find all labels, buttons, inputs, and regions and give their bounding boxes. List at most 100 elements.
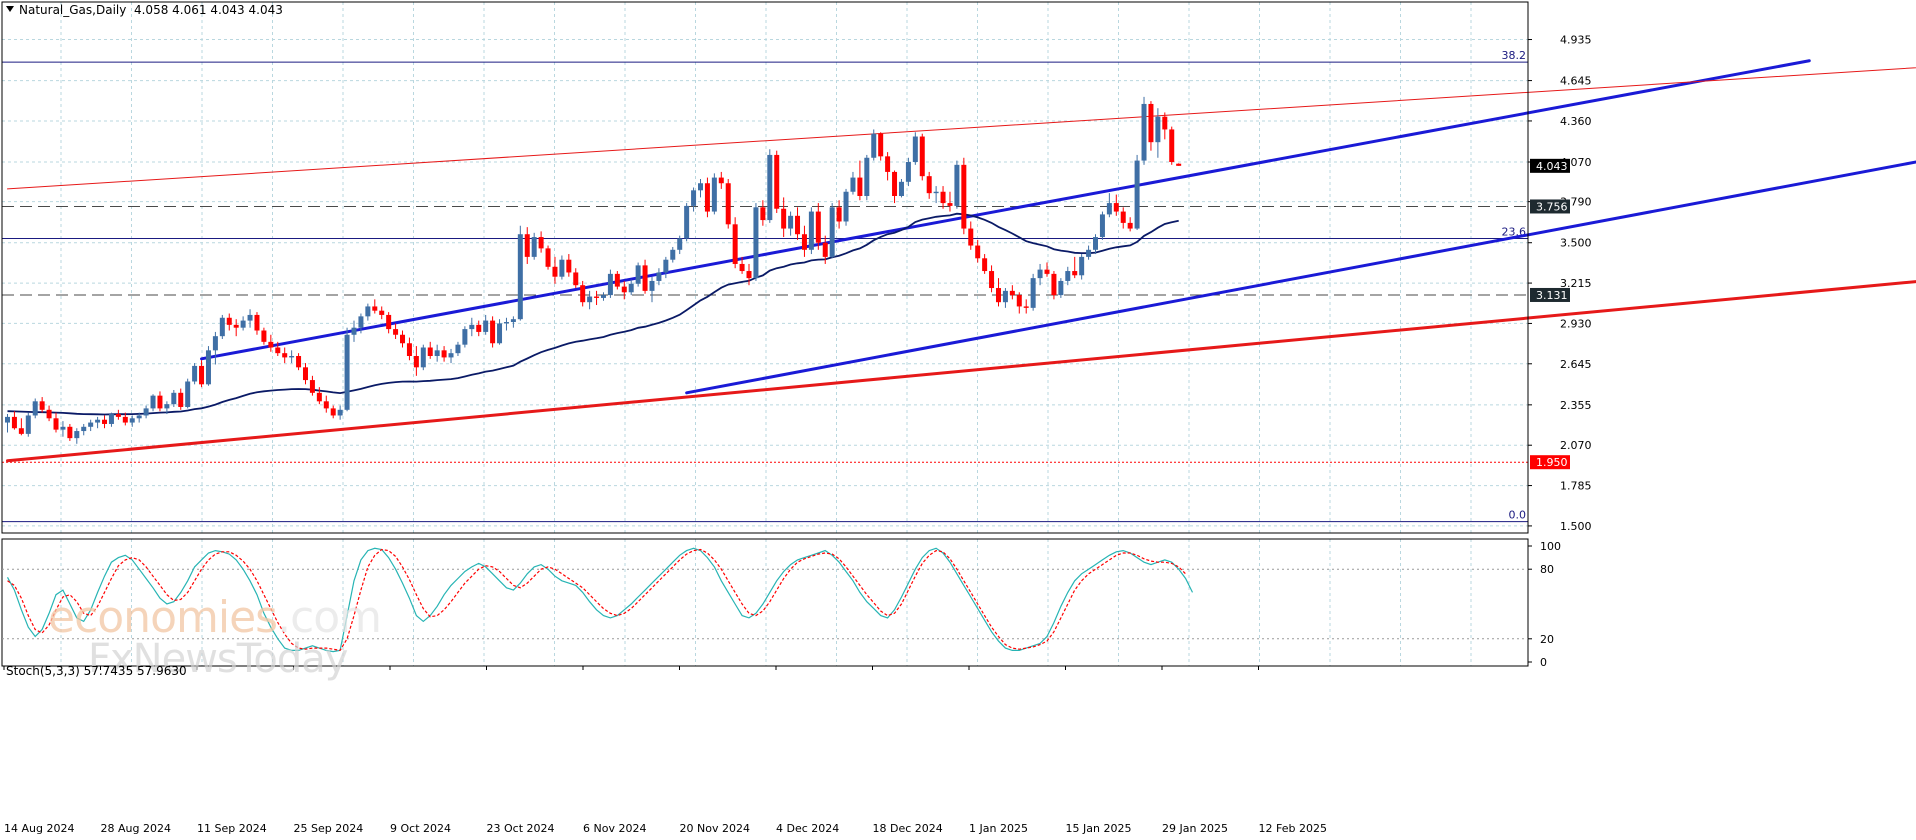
candle [358,313,364,334]
candle [282,347,288,364]
candle [74,428,80,444]
candle [32,398,38,419]
candle-body [850,177,856,192]
candle-body [725,183,731,225]
candle [400,330,406,348]
candle [497,319,503,345]
candle [933,186,939,204]
candle [441,346,447,362]
candle-body [226,317,232,325]
candle [753,203,759,281]
candle [808,207,814,255]
candle [39,397,45,413]
candle-body [150,395,156,409]
candle-body [1176,163,1182,166]
candle [801,225,807,257]
candle-body [795,215,801,235]
time-tick-label: 9 Oct 2024 [390,822,451,835]
candle-body [275,347,281,354]
candle [919,133,925,181]
price-axis: 4.9354.6454.3604.0703.7903.5003.2152.930… [1528,34,1592,533]
candle-body [843,191,849,222]
candle [60,421,66,437]
candle [129,415,135,427]
candle-body [74,431,80,439]
stoch-tick-label: 0 [1540,656,1547,669]
candle-body [192,365,198,382]
chart-header: Natural_Gas,Daily 4.058 4.061 4.043 4.04… [6,3,283,17]
candle-body [171,392,177,405]
candle [490,316,496,348]
price-tick-label: 1.785 [1560,480,1592,493]
candle [1148,101,1154,151]
candle [67,423,73,441]
candle-body [912,136,918,163]
stoch-plot-border [1,538,1529,667]
candle-body [1023,306,1029,308]
candle-body [781,208,787,229]
candle-body [531,237,537,257]
candle [885,152,891,181]
candle [344,327,350,412]
time-tick-label: 20 Nov 2024 [680,822,750,835]
candle-body [704,183,710,212]
candle [864,154,870,201]
candle [628,279,634,296]
candle-body [1099,214,1105,238]
candle [365,303,371,321]
candle [905,157,911,187]
candle-body [476,324,482,332]
candle-body [205,350,211,385]
candle-body [212,336,218,351]
candle [968,221,974,250]
candle-body [510,319,516,323]
candle-body [344,334,350,410]
candle-body [933,191,939,194]
candle-body [5,416,10,423]
candle-body [587,296,593,303]
candle-body [503,322,509,324]
stoch-tick-label: 20 [1540,633,1554,646]
candle-body [829,207,835,257]
price-tick-label: 4.360 [1560,115,1592,128]
candle-body [358,316,364,328]
candle-body [1120,211,1126,223]
candle [545,245,551,270]
candle-body [864,157,870,196]
watermark-brand-main: economies [48,592,278,643]
candle [573,268,579,289]
candle-body [947,203,953,206]
candle-body [372,306,378,311]
candle-body [129,418,135,423]
candle-body [1037,269,1043,279]
candle-body [46,409,52,419]
chart-frame [1,1,1529,667]
candle-body [1155,116,1161,143]
candle-body [393,329,399,335]
candle-body [656,272,662,281]
candle [774,150,780,213]
candle [268,334,274,352]
candle-body [642,265,648,291]
candle-body [108,414,114,424]
candle [1044,262,1050,277]
stoch-tick-label: 80 [1540,563,1554,576]
candle-body [808,211,814,250]
candle [1113,194,1119,216]
candle-body [975,245,981,259]
candle [815,203,821,250]
watermark-brand-domain: .com [277,592,382,643]
candle [767,149,773,223]
candles [5,96,1182,444]
candle [330,405,336,419]
candle [725,179,731,229]
candle [552,256,558,284]
candle-body [614,273,620,287]
price-tick-label: 4.935 [1560,34,1592,47]
candle [739,256,745,274]
candle [95,416,101,429]
candle [961,157,967,235]
dropdown-triangle-icon[interactable] [6,6,14,12]
watermark-brand: economies.com [48,592,382,643]
